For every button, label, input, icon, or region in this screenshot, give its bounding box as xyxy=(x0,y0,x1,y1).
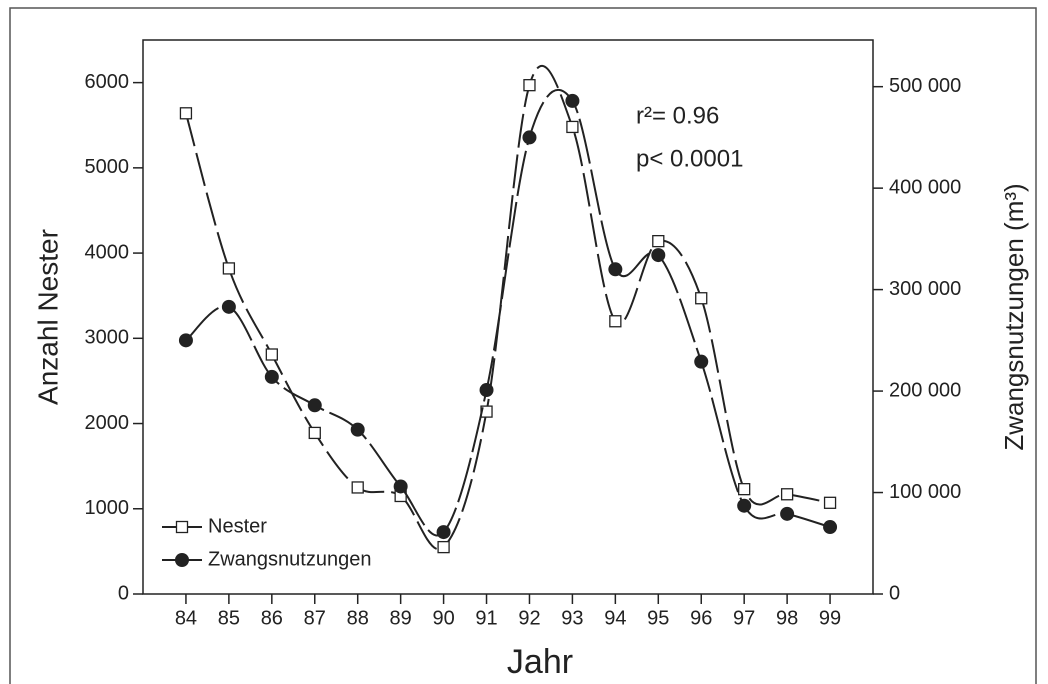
y2-tick-label: 200 000 xyxy=(889,379,961,401)
data-point xyxy=(221,299,236,314)
series-line xyxy=(184,65,831,551)
data-point xyxy=(652,234,665,248)
legend-label: Zwangsnutzungen xyxy=(208,548,371,570)
y-axis-title: Anzahl Nester xyxy=(32,229,63,405)
x-tick-label: 94 xyxy=(604,607,626,629)
x-tick-label: 89 xyxy=(390,607,412,629)
data-point xyxy=(738,483,751,496)
data-point xyxy=(566,120,579,134)
y2-tick-label: 400 000 xyxy=(889,176,961,198)
y-tick-label: 4000 xyxy=(85,241,130,263)
x-tick-label: 92 xyxy=(518,607,540,629)
legend-marker xyxy=(175,553,189,567)
data-point xyxy=(609,315,622,328)
x-axis-title: Jahr xyxy=(507,643,573,681)
data-point xyxy=(479,383,494,398)
data-point xyxy=(222,262,236,275)
data-point xyxy=(694,354,709,369)
x-tick-label: 93 xyxy=(561,607,583,629)
data-point xyxy=(436,525,451,540)
data-point xyxy=(351,481,364,494)
plot-frame xyxy=(142,39,874,595)
data-point xyxy=(264,369,279,384)
y-tick-label: 2000 xyxy=(85,412,130,434)
data-point xyxy=(823,520,838,535)
legend-marker xyxy=(175,520,189,534)
x-tick-label: 95 xyxy=(647,607,669,629)
x-tick-label: 96 xyxy=(690,607,712,629)
data-point xyxy=(308,426,321,440)
data-point xyxy=(780,488,794,501)
y-tick-label: 1000 xyxy=(85,497,130,519)
y-tick-label: 5000 xyxy=(85,156,130,178)
data-point xyxy=(178,333,193,348)
x-tick-label: 98 xyxy=(776,607,798,629)
data-point xyxy=(565,93,580,108)
data-point xyxy=(307,398,322,413)
data-point xyxy=(437,540,450,554)
x-tick-label: 91 xyxy=(475,607,497,629)
data-point xyxy=(695,292,708,305)
y-tick-label: 6000 xyxy=(85,71,130,93)
legend-label: Nester xyxy=(208,515,267,537)
y2-tick-label: 300 000 xyxy=(889,278,961,300)
data-point xyxy=(651,248,666,263)
data-point xyxy=(737,498,752,513)
y2-tick-label: 500 000 xyxy=(889,75,961,97)
data-point xyxy=(265,348,278,361)
data-point xyxy=(393,479,408,494)
x-tick-label: 88 xyxy=(347,607,369,629)
data-point xyxy=(523,79,536,92)
data-point xyxy=(823,496,837,509)
x-tick-label: 99 xyxy=(819,607,841,629)
x-tick-label: 90 xyxy=(432,607,454,629)
frame xyxy=(9,7,1037,684)
y2-tick-label: 100 000 xyxy=(889,481,961,503)
annotation: p< 0.0001 xyxy=(636,145,743,172)
x-tick-label: 84 xyxy=(175,607,197,629)
annotation: r²= 0.96 xyxy=(636,102,719,129)
data-point xyxy=(522,130,537,145)
data-point xyxy=(350,422,365,437)
data-point xyxy=(179,107,193,120)
data-point xyxy=(780,506,795,521)
x-tick-label: 87 xyxy=(304,607,326,629)
y-tick-label: 3000 xyxy=(85,327,130,349)
x-tick-label: 85 xyxy=(218,607,240,629)
y2-tick-label: 0 xyxy=(889,582,900,604)
x-tick-label: 86 xyxy=(261,607,283,629)
y-tick-label: 0 xyxy=(118,582,129,604)
y2-axis-title: Zwangsnutzungen (m³) xyxy=(999,183,1029,450)
x-tick-label: 97 xyxy=(733,607,755,629)
data-point xyxy=(608,262,623,277)
